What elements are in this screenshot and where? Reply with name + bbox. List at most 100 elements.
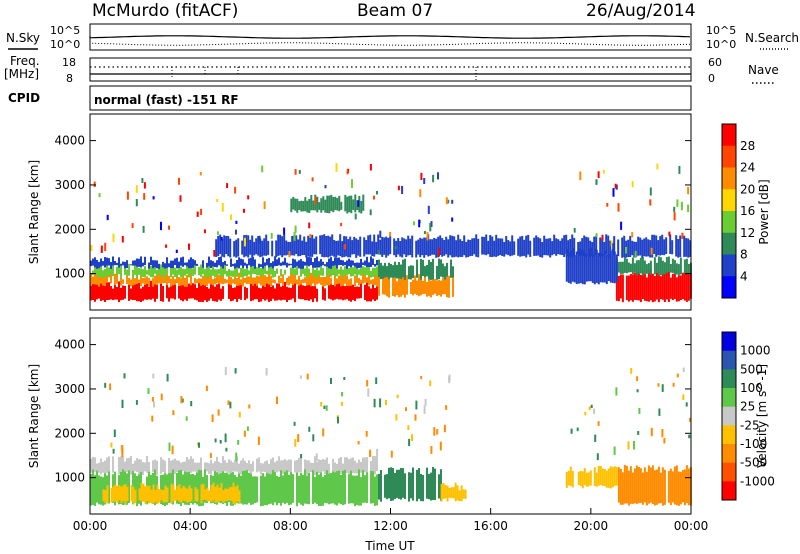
heatmap-cell [208, 271, 210, 284]
heatmap-cell [104, 257, 106, 268]
nsky-tick-top: 10^5 [50, 24, 80, 37]
heatmap-cell [224, 460, 226, 472]
heatmap-cell [200, 264, 202, 277]
heatmap-cell [573, 237, 576, 257]
heatmap-speckle [322, 428, 325, 437]
heatmap-speckle [298, 170, 301, 174]
heatmap-cell [128, 277, 130, 285]
heatmap-cell [154, 266, 156, 274]
heatmap-cell [401, 237, 404, 258]
heatmap-cell [348, 474, 350, 504]
heatmap-cell [346, 284, 348, 300]
heatmap-speckle [293, 421, 296, 426]
heatmap-cell [446, 262, 448, 277]
heatmap-cell [368, 286, 370, 302]
heatmap-cell [322, 268, 324, 276]
nsky-panel [89, 23, 692, 51]
heatmap-cell [262, 263, 264, 276]
heatmap-cell [227, 236, 230, 257]
heatmap-cell [376, 474, 378, 506]
colorbar-tick-label: -500 [740, 456, 767, 470]
heatmap-cell [350, 470, 352, 504]
heatmap-speckle [429, 223, 432, 232]
heatmap-cell [118, 457, 120, 475]
heatmap-speckle [678, 165, 681, 174]
heatmap-cell [170, 278, 172, 287]
heatmap-cell [314, 276, 316, 287]
heatmap-cell [286, 470, 288, 503]
heatmap-cell [186, 286, 188, 301]
heatmap-cell [116, 262, 118, 266]
heatmap-speckle [630, 367, 633, 374]
heatmap-cell [475, 234, 478, 257]
heatmap-cell [264, 286, 266, 301]
heatmap-cell [623, 256, 626, 273]
heatmap-cell [102, 261, 104, 266]
heatmap-cell [138, 459, 140, 475]
heatmap-cell [202, 483, 205, 500]
heatmap-cell [196, 462, 198, 475]
heatmap-cell [432, 258, 434, 280]
x-tick-label: 04:00 [173, 519, 208, 533]
heatmap-cell [246, 287, 248, 299]
heatmap-speckle [270, 232, 273, 239]
heatmap-cell [186, 263, 188, 275]
heatmap-cell [426, 265, 428, 277]
heatmap-cell [585, 236, 588, 258]
heatmap-cell [565, 249, 568, 282]
heatmap-cell [212, 279, 214, 285]
heatmap-cell [251, 235, 254, 258]
heatmap-cell [200, 284, 202, 302]
nsearch-trace [89, 42, 691, 46]
heatmap-cell [435, 238, 438, 258]
heatmap-cell [120, 486, 123, 504]
heatmap-cell [364, 457, 366, 473]
heatmap-cell [571, 247, 574, 282]
heatmap-speckle [199, 172, 202, 176]
heatmap-speckle [451, 217, 454, 222]
heatmap-cell [436, 280, 438, 296]
heatmap-cell [182, 274, 184, 286]
heatmap-cell [583, 253, 586, 285]
heatmap-cell [667, 256, 670, 272]
heatmap-cell [315, 236, 318, 255]
heatmap-cell [260, 475, 262, 507]
heatmap-cell [136, 458, 138, 472]
heatmap-cell [324, 264, 326, 267]
heatmap-cell [340, 474, 342, 505]
heatmap-speckle [354, 213, 357, 220]
heatmap-cell [461, 241, 464, 257]
heatmap-cell [132, 273, 134, 286]
heatmap-cell [683, 259, 686, 274]
heatmap-cell [332, 260, 334, 266]
heatmap-cell [287, 241, 290, 255]
heatmap-cell [275, 240, 278, 258]
heatmap-speckle [376, 448, 379, 457]
heatmap-cell [263, 238, 266, 256]
heatmap-cell [437, 236, 440, 258]
heatmap-cell [154, 275, 156, 285]
heatmap-cell [278, 456, 280, 472]
heatmap-cell [431, 239, 434, 255]
heatmap-cell [374, 288, 376, 301]
heatmap-cell [228, 487, 231, 501]
heatmap-speckle [121, 448, 124, 458]
heatmap-speckle [415, 400, 418, 410]
heatmap-cell [547, 238, 550, 256]
heatmap-speckle [366, 379, 369, 387]
heatmap-cell [338, 269, 340, 275]
heatmap-cell [330, 257, 332, 269]
heatmap-cell [296, 279, 298, 285]
heatmap-speckle [98, 193, 101, 198]
heatmap-cell [665, 272, 668, 300]
heatmap-cell [282, 285, 284, 300]
heatmap-cell [134, 284, 136, 300]
heatmap-cell [499, 238, 502, 255]
heatmap-cell [647, 263, 650, 274]
heatmap-speckle [141, 178, 144, 183]
colorbar-tick-label: 4 [740, 269, 748, 283]
heatmap-speckle [625, 247, 627, 254]
heatmap-cell [350, 260, 352, 268]
heatmap-speckle [397, 185, 400, 191]
heatmap-cell [597, 252, 600, 285]
